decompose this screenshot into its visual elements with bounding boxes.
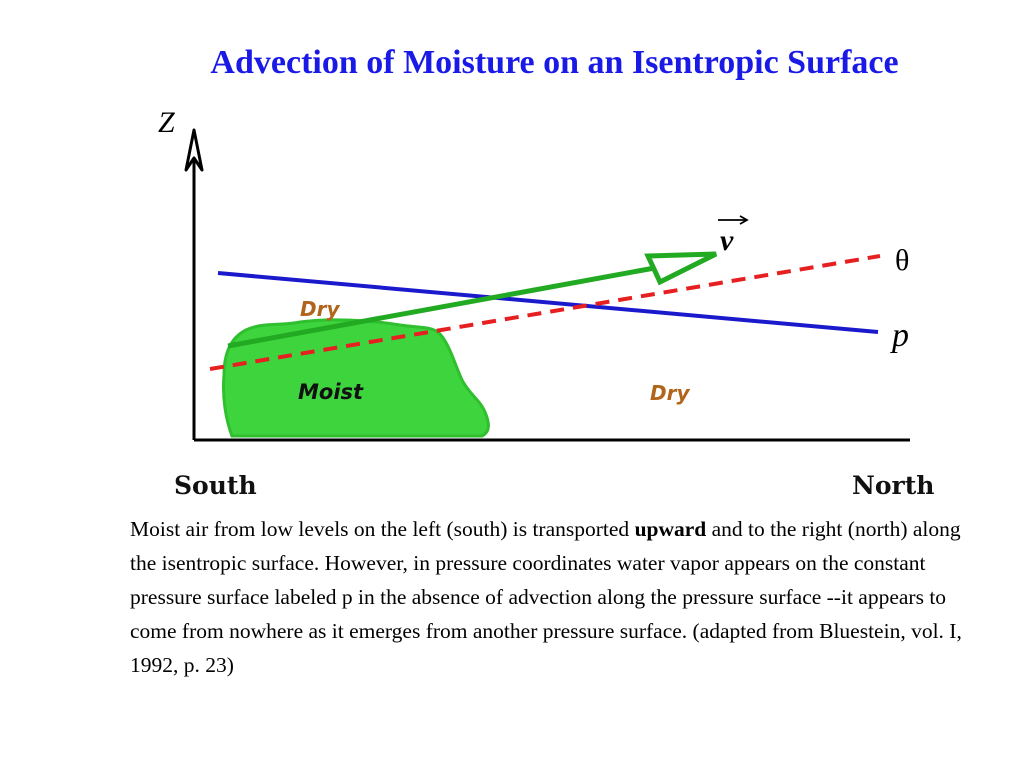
south-label: South xyxy=(174,471,257,500)
slide-title: Advection of Moisture on an Isentropic S… xyxy=(210,44,899,81)
theta-label: θ xyxy=(895,244,909,277)
caption-paragraph: Moist air from low levels on the left (s… xyxy=(130,512,990,682)
pressure-label: p xyxy=(890,317,909,354)
caption-emphasis: upward xyxy=(634,517,707,541)
wind-vector-shaft xyxy=(227,264,661,349)
z-axis-label: Z xyxy=(158,106,175,139)
pressure-surface-line xyxy=(217,271,879,334)
moist-region xyxy=(222,318,490,438)
dry-lower-label: Dry xyxy=(650,381,690,405)
north-label: North xyxy=(852,471,934,500)
caption-text-start: Moist air from low levels on the left (s… xyxy=(130,517,635,541)
caption-text-end: and to the right (north) along the isent… xyxy=(130,517,962,677)
vector-overbar-tip xyxy=(739,215,749,225)
vector-label: v xyxy=(720,224,734,257)
wind-vector-arrowhead xyxy=(644,251,718,286)
dry-upper-label: Dry xyxy=(300,297,340,321)
z-axis-arrowhead xyxy=(184,128,204,172)
moist-label: Moist xyxy=(298,380,364,404)
